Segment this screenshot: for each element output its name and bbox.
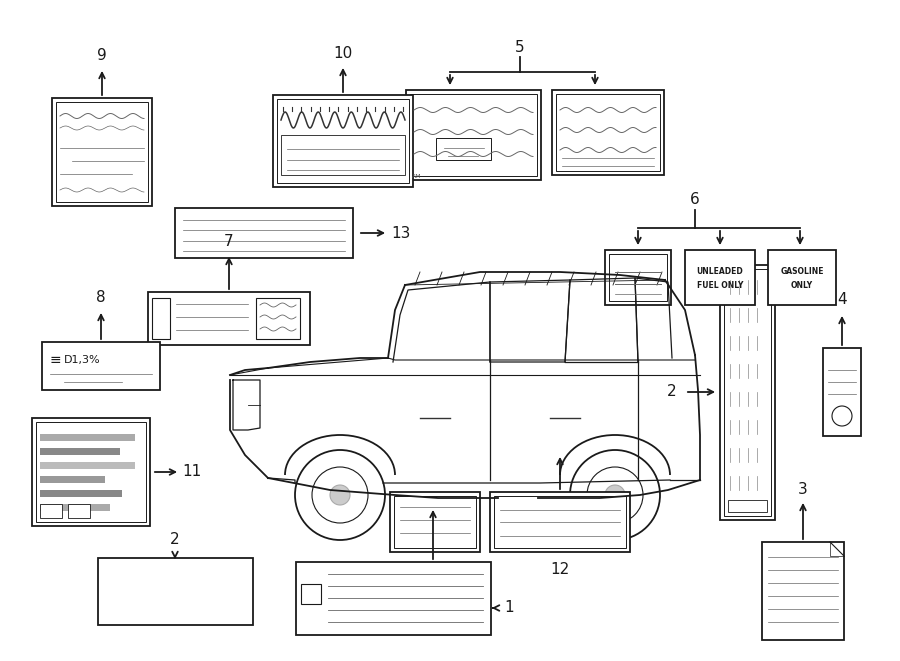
Text: AM: AM [412,174,421,179]
Bar [762,542,844,640]
Bar [490,492,630,552]
Bar [32,418,150,526]
Text: 11: 11 [183,465,202,479]
Circle shape [587,467,643,523]
Bar [273,95,413,187]
Circle shape [570,450,660,540]
Bar [52,98,152,206]
Text: 4: 4 [837,293,847,307]
Circle shape [312,467,368,523]
Text: 6: 6 [690,192,700,208]
Text: 5: 5 [515,40,525,54]
Bar [40,434,135,441]
Bar [728,500,767,512]
Bar [406,90,541,180]
Text: 13: 13 [392,225,410,241]
Text: GASOLINE: GASOLINE [780,268,824,276]
Text: UNLEADED: UNLEADED [697,268,743,276]
Bar [36,422,146,522]
Bar [40,490,122,497]
Bar [40,476,105,483]
Text: 9: 9 [97,48,107,63]
Bar [410,94,537,176]
Bar [40,462,135,469]
Bar [768,250,836,305]
Bar [40,504,62,518]
Text: ≡: ≡ [50,353,61,367]
Bar [724,269,771,516]
Text: 1: 1 [504,600,514,615]
Bar [605,250,671,305]
Circle shape [832,406,852,426]
Bar [296,562,491,635]
Text: 2: 2 [170,533,180,547]
Text: 12: 12 [551,563,570,578]
Bar [68,504,90,518]
Bar [148,292,310,345]
Bar [175,208,353,258]
Text: 2: 2 [667,385,677,399]
Bar [98,558,253,625]
Bar [556,94,660,171]
Bar [609,254,667,301]
Bar [281,135,405,175]
Text: 7: 7 [224,235,234,249]
Bar [40,448,120,455]
Text: 10: 10 [333,46,353,61]
Circle shape [330,485,350,505]
Text: ONLY: ONLY [791,282,813,290]
Bar [494,496,626,548]
Text: 3: 3 [798,483,808,498]
Bar [301,584,321,604]
Bar [394,496,476,548]
Bar [552,90,664,175]
Bar [56,102,148,202]
Circle shape [295,450,385,540]
Circle shape [605,485,625,505]
Bar [42,342,160,390]
Text: 8: 8 [96,290,106,305]
Bar [40,504,110,511]
Bar [685,250,755,305]
Bar [720,265,775,520]
Bar [277,99,409,183]
Bar [436,138,491,160]
Text: D1,3%: D1,3% [64,355,101,365]
Bar [152,298,170,339]
Bar [390,492,480,552]
Bar [256,298,300,339]
Text: FUEL ONLY: FUEL ONLY [697,282,743,290]
Bar [823,348,861,436]
